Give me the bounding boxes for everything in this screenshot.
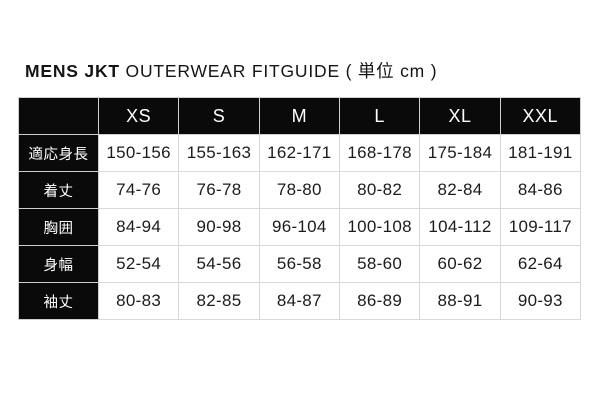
size-cell: 80-83 [97, 282, 180, 320]
size-cell: 162-171 [258, 134, 340, 172]
table-row-length: 着丈 74-76 76-78 78-80 80-82 82-84 84-86 [18, 171, 582, 209]
size-column-header-s: S [178, 97, 260, 135]
size-cell: 84-86 [499, 171, 582, 209]
size-cell: 84-94 [97, 208, 180, 246]
size-cell: 175-184 [419, 134, 501, 172]
table-row-height: 適応身長 150-156 155-163 162-171 168-178 175… [18, 134, 582, 172]
row-label-chest: 胸囲 [18, 208, 99, 246]
size-column-header-m: M [258, 97, 340, 135]
size-table: XS S M L XL XXL 適応身長 150-156 155-163 162… [18, 97, 582, 320]
size-cell: 56-58 [258, 245, 340, 283]
size-cell: 90-93 [499, 282, 582, 320]
size-cell: 86-89 [338, 282, 421, 320]
table-row-body-width: 身幅 52-54 54-56 56-58 58-60 60-62 62-64 [18, 245, 582, 283]
size-cell: 109-117 [499, 208, 582, 246]
size-cell: 150-156 [97, 134, 180, 172]
size-cell: 62-64 [499, 245, 582, 283]
size-cell: 88-91 [419, 282, 501, 320]
row-label-height: 適応身長 [18, 134, 99, 172]
size-cell: 78-80 [258, 171, 340, 209]
size-cell: 54-56 [178, 245, 260, 283]
size-cell: 181-191 [499, 134, 582, 172]
size-cell: 104-112 [419, 208, 501, 246]
size-cell: 74-76 [97, 171, 180, 209]
size-cell: 80-82 [338, 171, 421, 209]
size-column-header-xs: XS [97, 97, 180, 135]
size-cell: 90-98 [178, 208, 260, 246]
size-cell: 58-60 [338, 245, 421, 283]
page-title: MENS JKT OUTERWEAR FITGUIDE ( 単位 cm ) [25, 61, 437, 82]
header-row: XS S M L XL XXL [18, 97, 582, 135]
size-cell: 84-87 [258, 282, 340, 320]
size-cell: 82-84 [419, 171, 501, 209]
size-table-header: XS S M L XL XXL [18, 97, 582, 135]
size-column-header-l: L [338, 97, 421, 135]
title-brand: MENS JKT [25, 61, 120, 81]
table-row-sleeve: 袖丈 80-83 82-85 84-87 86-89 88-91 90-93 [18, 282, 582, 320]
size-cell: 100-108 [338, 208, 421, 246]
size-column-header-xxl: XXL [499, 97, 582, 135]
row-label-length: 着丈 [18, 171, 99, 209]
size-cell: 76-78 [178, 171, 260, 209]
row-label-sleeve: 袖丈 [18, 282, 99, 320]
size-cell: 155-163 [178, 134, 260, 172]
size-cell: 52-54 [97, 245, 180, 283]
table-row-chest: 胸囲 84-94 90-98 96-104 100-108 104-112 10… [18, 208, 582, 246]
row-label-body-width: 身幅 [18, 245, 99, 283]
corner-cell [18, 97, 99, 135]
size-column-header-xl: XL [419, 97, 501, 135]
size-cell: 82-85 [178, 282, 260, 320]
size-cell: 60-62 [419, 245, 501, 283]
size-cell: 168-178 [338, 134, 421, 172]
size-table-body: 適応身長 150-156 155-163 162-171 168-178 175… [18, 134, 582, 320]
title-subtitle: OUTERWEAR FITGUIDE ( 単位 cm ) [119, 61, 438, 81]
size-cell: 96-104 [258, 208, 340, 246]
